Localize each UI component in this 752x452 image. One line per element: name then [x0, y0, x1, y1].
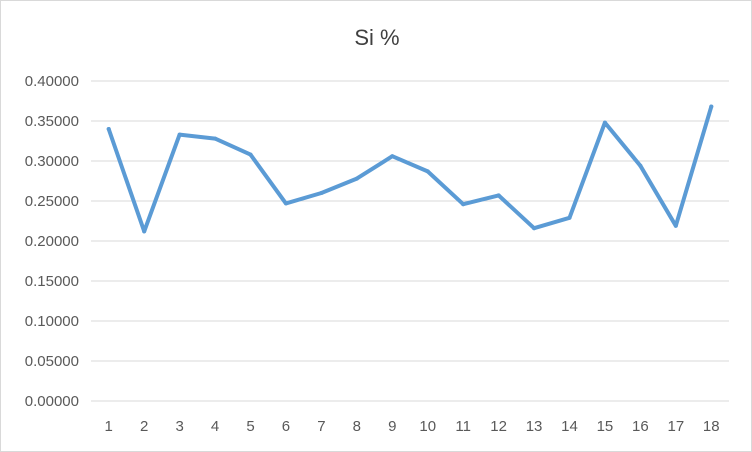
y-tick-label: 0.00000	[25, 393, 79, 410]
x-tick-label: 8	[353, 418, 361, 435]
data-point	[142, 229, 147, 234]
x-tick-label: 17	[667, 418, 684, 435]
y-tick-label: 0.40000	[25, 73, 79, 90]
y-tick-label: 0.10000	[25, 313, 79, 330]
series-line	[106, 104, 714, 234]
x-tick-label: 6	[282, 418, 290, 435]
data-point	[390, 154, 395, 159]
x-tick-label: 15	[597, 418, 614, 435]
y-tick-label: 0.20000	[25, 233, 79, 250]
x-tick-label: 3	[175, 418, 183, 435]
data-point	[461, 202, 466, 207]
x-tick-label: 14	[561, 418, 578, 435]
chart-title: Si %	[354, 25, 399, 50]
x-tick-label: 16	[632, 418, 649, 435]
data-point	[673, 223, 678, 228]
series-layer	[106, 104, 714, 234]
data-point	[638, 163, 643, 168]
x-tick-label: 12	[490, 418, 507, 435]
data-point	[248, 152, 253, 157]
data-point	[567, 215, 572, 220]
data-point	[354, 176, 359, 181]
y-tick-label: 0.30000	[25, 153, 79, 170]
data-point	[709, 104, 714, 109]
data-point	[177, 132, 182, 137]
x-tick-label: 1	[105, 418, 113, 435]
data-point	[532, 226, 537, 231]
data-point	[283, 201, 288, 206]
gridlines	[91, 80, 729, 402]
x-tick-label: 5	[246, 418, 254, 435]
data-point	[496, 193, 501, 198]
x-tick-label: 7	[317, 418, 325, 435]
y-tick-label: 0.25000	[25, 193, 79, 210]
y-tick-label: 0.05000	[25, 353, 79, 370]
x-tick-label: 9	[388, 418, 396, 435]
y-axis-tick-labels: 0.00000 0.05000 0.10000 0.15000 0.20000 0.250…	[25, 73, 79, 410]
x-tick-label: 13	[526, 418, 543, 435]
x-tick-label: 18	[703, 418, 720, 435]
x-axis-tick-labels: 1 2 3 4 5 6 7 8 9 10 11 12 13 14 15 16 17 18	[105, 418, 720, 435]
x-tick-label: 11	[455, 418, 471, 435]
x-tick-label: 2	[140, 418, 148, 435]
y-tick-label: 0.15000	[25, 273, 79, 290]
data-point	[106, 127, 111, 131]
y-tick-label: 0.35000	[25, 113, 79, 130]
x-tick-label: 4	[211, 418, 219, 435]
data-point	[213, 136, 218, 141]
data-point	[425, 169, 430, 174]
data-point	[319, 191, 324, 195]
data-point	[602, 120, 607, 125]
x-tick-label: 10	[419, 418, 436, 435]
